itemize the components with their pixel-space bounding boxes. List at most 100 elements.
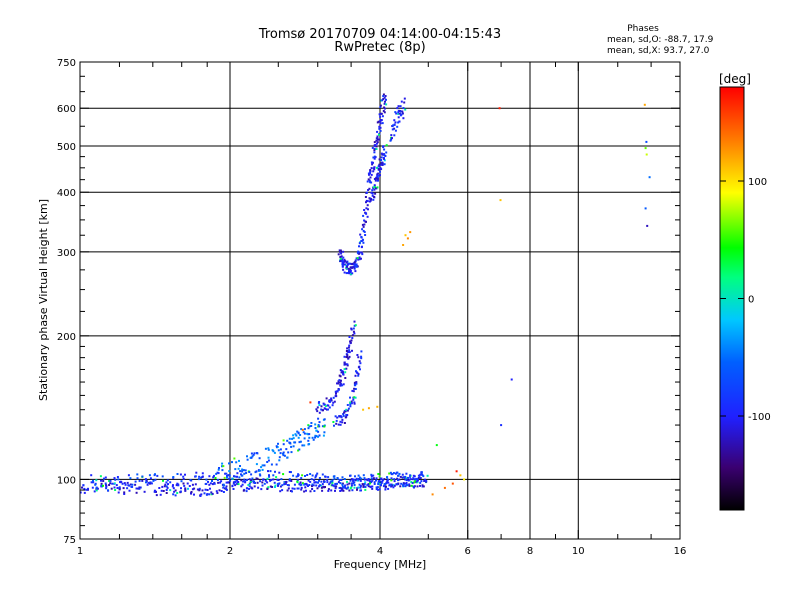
data-point <box>362 214 365 217</box>
data-point <box>334 489 336 492</box>
data-point <box>394 129 397 132</box>
data-point <box>339 251 342 254</box>
data-point <box>336 390 339 393</box>
data-point <box>355 370 357 373</box>
data-point <box>353 332 356 335</box>
data-point <box>364 488 367 491</box>
data-point <box>379 174 381 177</box>
data-point <box>354 396 357 399</box>
data-point <box>357 366 360 369</box>
data-point <box>377 482 380 485</box>
data-point <box>373 141 376 144</box>
data-point <box>351 262 354 265</box>
data-point <box>419 473 422 476</box>
data-point <box>364 212 367 215</box>
data-point <box>231 485 234 488</box>
data-point <box>102 480 105 482</box>
x-tick-label: 6 <box>465 546 471 557</box>
data-point <box>189 479 192 481</box>
data-point <box>191 483 194 486</box>
data-point <box>343 422 346 424</box>
data-point <box>359 362 362 365</box>
data-point <box>218 467 220 469</box>
data-point <box>376 121 379 124</box>
data-point <box>387 487 390 490</box>
data-point <box>377 172 380 175</box>
data-point <box>242 469 245 472</box>
data-point <box>241 470 244 473</box>
data-point <box>381 99 384 102</box>
data-point <box>340 252 343 255</box>
data-point <box>362 225 365 228</box>
data-point <box>141 479 144 482</box>
data-point <box>190 492 193 495</box>
data-point <box>279 490 282 493</box>
colorbar-tick-label: -100 <box>748 412 771 423</box>
data-point <box>349 405 352 408</box>
data-point <box>109 479 112 482</box>
data-point <box>205 493 208 496</box>
data-point <box>408 484 411 487</box>
data-point <box>286 456 289 459</box>
data-point <box>163 485 166 488</box>
data-point <box>349 487 352 490</box>
data-point <box>644 147 647 150</box>
chart-title: Tromsø 20170709 04:14:00-04:15:43 <box>258 27 501 42</box>
data-point <box>236 483 239 485</box>
data-point <box>81 486 83 489</box>
data-point <box>368 173 370 176</box>
data-point <box>385 144 388 147</box>
data-point <box>373 188 376 191</box>
data-point <box>174 489 177 492</box>
data-point <box>360 357 363 360</box>
data-point <box>357 474 360 477</box>
data-point <box>354 475 356 478</box>
data-point <box>273 481 276 484</box>
data-point <box>353 396 356 399</box>
data-point <box>402 482 405 485</box>
data-point <box>286 489 289 492</box>
data-point <box>293 487 296 490</box>
data-point <box>355 264 358 267</box>
data-point <box>234 484 237 487</box>
data-point <box>269 470 272 473</box>
data-point <box>364 234 367 236</box>
data-point <box>379 170 381 173</box>
data-point <box>118 486 121 489</box>
data-point <box>280 478 283 481</box>
data-point <box>379 104 382 107</box>
data-point <box>362 484 365 487</box>
data-point <box>353 261 356 264</box>
data-point <box>261 481 264 484</box>
data-point <box>423 480 426 482</box>
data-point <box>320 484 322 487</box>
data-point <box>114 489 117 491</box>
data-point <box>123 493 126 495</box>
data-point <box>303 432 306 435</box>
data-point <box>188 485 191 487</box>
data-point <box>203 492 206 495</box>
data-point <box>252 481 255 484</box>
data-point <box>289 490 292 492</box>
data-point <box>384 100 386 103</box>
data-point <box>100 479 102 482</box>
data-point <box>382 485 385 488</box>
data-point <box>398 478 401 481</box>
data-point <box>225 485 228 488</box>
data-point <box>375 479 377 482</box>
y-tick-label: 750 <box>57 58 76 69</box>
data-point <box>120 481 123 484</box>
data-point <box>317 417 320 420</box>
data-point <box>374 179 377 182</box>
data-point <box>137 487 140 490</box>
data-point <box>343 271 346 274</box>
data-point <box>351 478 354 481</box>
data-point <box>341 418 344 421</box>
data-point <box>313 490 316 492</box>
data-point <box>379 106 382 109</box>
data-point <box>646 224 649 227</box>
data-point <box>308 433 311 436</box>
data-point <box>313 481 316 484</box>
data-point <box>643 103 646 106</box>
data-point <box>211 492 214 495</box>
